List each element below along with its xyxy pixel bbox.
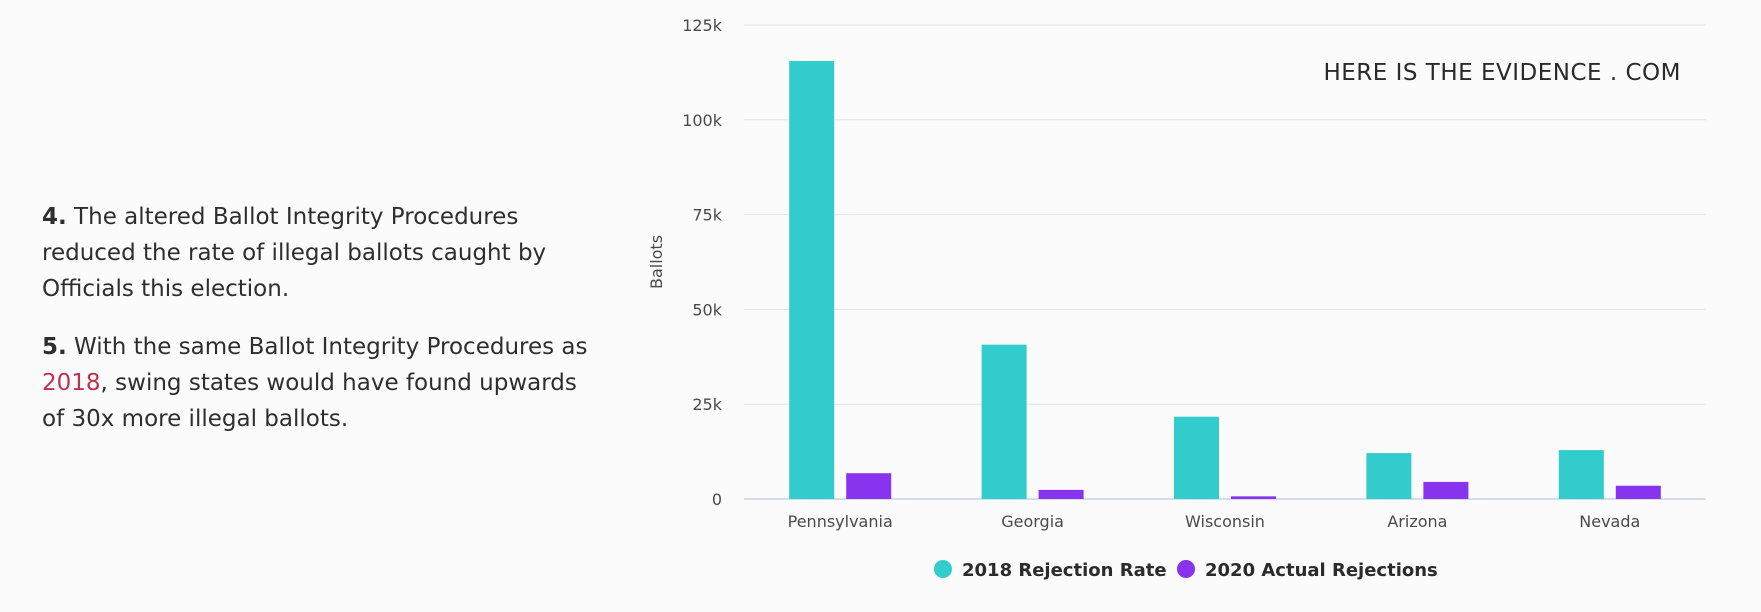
text-panel: 4. The altered Ballot Integrity Procedur… — [42, 199, 602, 459]
y-tick-label: 125k — [682, 16, 723, 35]
y-tick-label: 100k — [682, 111, 723, 130]
y-axis-title: Ballots — [647, 235, 666, 289]
bar-2020-arizona[interactable] — [1423, 481, 1469, 499]
x-tick-label: Pennsylvania — [788, 512, 893, 531]
x-tick-label: Arizona — [1387, 512, 1447, 531]
x-tick-labels: Pennsylvania Georgia Wisconsin Arizona Nevad… — [788, 512, 1641, 531]
y-tick-label: 75k — [692, 206, 722, 225]
y-tick-labels: 0 25k 50k 75k 100k 125k — [682, 16, 723, 509]
legend-label: 2020 Actual Rejections — [1205, 560, 1438, 581]
bar-2020-pennsylvania[interactable] — [846, 473, 892, 499]
y-tick-label: 50k — [692, 300, 722, 319]
watermark-text: HERE IS THE EVIDENCE . COM — [1323, 60, 1681, 86]
paragraph-4-text: The altered Ballot Integrity Procedures … — [42, 204, 547, 302]
bars — [789, 61, 1661, 500]
x-tick-label: Georgia — [1001, 512, 1064, 531]
x-tick-label: Nevada — [1579, 512, 1640, 531]
bar-2020-nevada[interactable] — [1615, 485, 1661, 499]
bar-2020-georgia[interactable] — [1038, 489, 1084, 499]
bar-2018-wisconsin[interactable] — [1174, 416, 1219, 499]
bar-2018-pennsylvania[interactable] — [789, 61, 835, 500]
legend: 2018 Rejection Rate 2020 Actual Rejection… — [934, 560, 1438, 581]
paragraph-5-text-after: , swing states would have found upwards … — [42, 370, 577, 432]
paragraph-5-text-before: With the same Ballot Integrity Procedure… — [66, 334, 588, 360]
legend-item-2018[interactable]: 2018 Rejection Rate — [934, 560, 1167, 581]
bar-2018-georgia[interactable] — [981, 344, 1027, 499]
paragraph-5-number: 5. — [42, 334, 67, 360]
bar-2020-wisconsin[interactable] — [1231, 496, 1276, 499]
legend-marker — [1177, 560, 1195, 578]
bar-2018-arizona[interactable] — [1366, 453, 1412, 499]
paragraph-4: 4. The altered Ballot Integrity Procedur… — [42, 199, 602, 307]
paragraph-5: 5. With the same Ballot Integrity Proced… — [42, 329, 602, 437]
y-tick-label: 25k — [692, 395, 722, 414]
legend-marker — [934, 560, 952, 578]
x-tick-label: Wisconsin — [1185, 512, 1265, 531]
legend-label: 2018 Rejection Rate — [962, 560, 1167, 581]
legend-item-2020[interactable]: 2020 Actual Rejections — [1177, 560, 1438, 581]
paragraph-4-number: 4. — [42, 204, 67, 230]
grid-lines — [744, 24, 1706, 500]
y-tick-label: 0 — [712, 490, 722, 509]
link-2018[interactable]: 2018 — [42, 370, 101, 396]
bar-2018-nevada[interactable] — [1558, 450, 1604, 499]
